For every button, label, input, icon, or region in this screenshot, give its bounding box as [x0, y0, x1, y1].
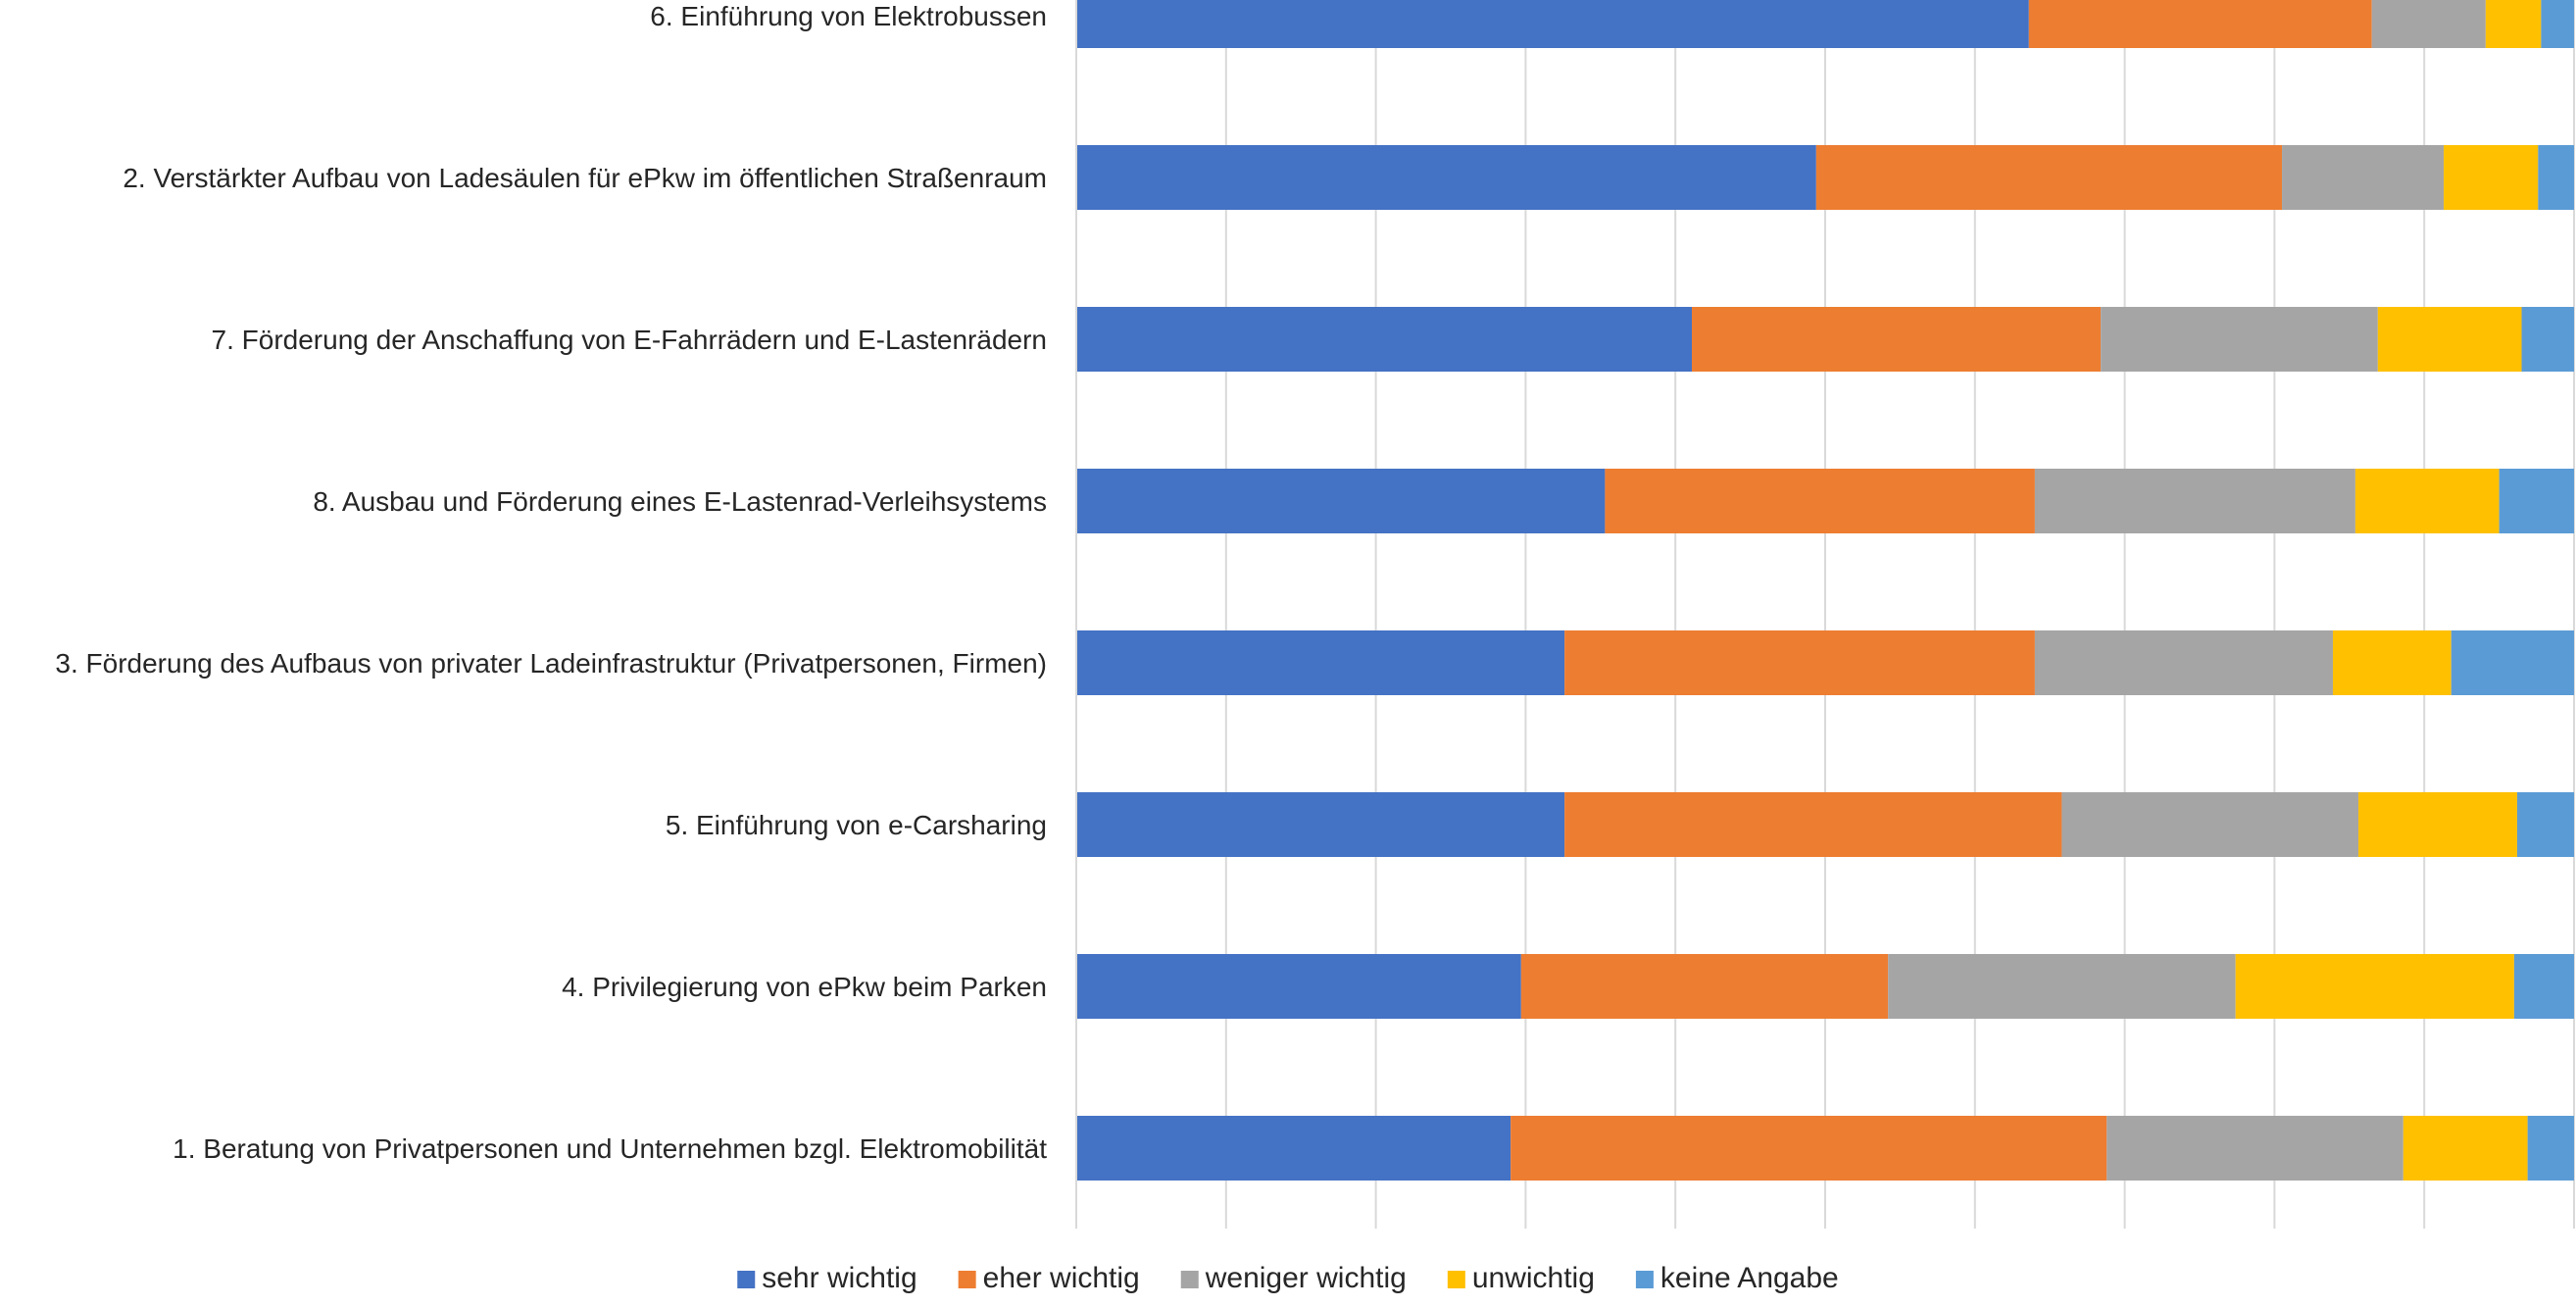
- legend-label-3: weniger wichtig: [1205, 1262, 1407, 1294]
- bar-segment-row8-series1: [1076, 1116, 1511, 1181]
- bar-segment-row2-series5: [2538, 145, 2574, 210]
- bar-segment-row4-series1: [1076, 469, 1606, 533]
- bar-segment-row7-series3: [1888, 954, 2236, 1019]
- bar-segment-row7-series4: [2235, 954, 2514, 1019]
- category-label-5: 3. Förderung des Aufbaus von privater La…: [55, 648, 1047, 679]
- legend: sehr wichtig eher wichtig weniger wichtig u…: [737, 1262, 1839, 1294]
- bar-segment-row3-series4: [2377, 307, 2522, 372]
- bar-segment-row3-series1: [1076, 307, 1693, 372]
- legend-swatch-5: [1635, 1271, 1654, 1288]
- bar-segment-row4-series5: [2499, 469, 2574, 533]
- bar-segment-row7-series2: [1520, 954, 1889, 1019]
- legend-swatch-4: [1447, 1271, 1465, 1288]
- category-label-4: 8. Ausbau und Förderung eines E-Lastenra…: [313, 486, 1047, 517]
- bar-segment-row1-series5: [2541, 0, 2574, 48]
- bar-segment-row2-series3: [2282, 145, 2445, 210]
- bar-segment-row2-series4: [2444, 145, 2539, 210]
- legend-item-1: sehr wichtig: [737, 1262, 917, 1294]
- bar-segment-row8-series5: [2527, 1116, 2574, 1181]
- legend-swatch-3: [1180, 1271, 1199, 1288]
- category-label-2: 2. Verstärkter Aufbau von Ladesäulen für…: [123, 163, 1047, 193]
- bar-segment-row1-series4: [2485, 0, 2542, 48]
- bar-segment-row8-series3: [2106, 1116, 2403, 1181]
- legend-label-1: sehr wichtig: [762, 1262, 916, 1294]
- bars: [1076, 0, 2574, 1181]
- legend-item-3: weniger wichtig: [1180, 1262, 1407, 1294]
- bar-segment-row5-series1: [1076, 630, 1565, 695]
- category-label-3: 7. Förderung der Anschaffung von E-Fahrr…: [212, 325, 1047, 355]
- bar-segment-row8-series4: [2403, 1116, 2528, 1181]
- bar-segment-row8-series2: [1511, 1116, 2107, 1181]
- bar-segment-row3-series2: [1692, 307, 2102, 372]
- bar-segment-row6-series2: [1564, 792, 2062, 857]
- bar-segment-row4-series3: [2034, 469, 2355, 533]
- bar-segment-row1-series2: [2028, 0, 2372, 48]
- category-label-8: 1. Beratung von Privatpersonen und Unter…: [173, 1133, 1047, 1164]
- category-label-6: 5. Einführung von e-Carsharing: [666, 810, 1047, 840]
- bar-segment-row5-series4: [2332, 630, 2452, 695]
- bar-segment-row6-series3: [2061, 792, 2358, 857]
- bar-segment-row7-series5: [2513, 954, 2574, 1019]
- legend-item-4: unwichtig: [1447, 1262, 1595, 1294]
- bar-segment-row2-series1: [1076, 145, 1816, 210]
- legend-label-4: unwichtig: [1472, 1262, 1595, 1294]
- legend-label-2: eher wichtig: [983, 1262, 1140, 1294]
- category-label-1: 6. Einführung von Elektrobussen: [650, 1, 1047, 31]
- bar-segment-row1-series3: [2371, 0, 2486, 48]
- legend-item-5: keine Angabe: [1635, 1262, 1839, 1294]
- bar-segment-row5-series2: [1564, 630, 2035, 695]
- bar-segment-row5-series3: [2034, 630, 2333, 695]
- legend-item-2: eher wichtig: [958, 1262, 1140, 1294]
- bar-segment-row1-series1: [1076, 0, 2029, 48]
- bar-segment-row4-series4: [2354, 469, 2500, 533]
- bar-segment-row6-series5: [2516, 792, 2574, 857]
- bar-segment-row6-series4: [2357, 792, 2517, 857]
- legend-label-5: keine Angabe: [1660, 1262, 1839, 1294]
- bar-segment-row6-series1: [1076, 792, 1565, 857]
- category-label-7: 4. Privilegierung von ePkw beim Parken: [562, 972, 1047, 1002]
- category-labels: 6. Einführung von Elektrobussen 2. Verstä…: [55, 1, 1047, 1164]
- legend-swatch-2: [958, 1271, 976, 1288]
- bar-segment-row7-series1: [1076, 954, 1521, 1019]
- bar-segment-row4-series2: [1605, 469, 2035, 533]
- bar-segment-row5-series5: [2451, 630, 2574, 695]
- legend-swatch-1: [737, 1271, 756, 1288]
- bar-segment-row3-series3: [2101, 307, 2378, 372]
- bar-segment-row3-series5: [2521, 307, 2574, 372]
- bar-segment-row2-series2: [1815, 145, 2283, 210]
